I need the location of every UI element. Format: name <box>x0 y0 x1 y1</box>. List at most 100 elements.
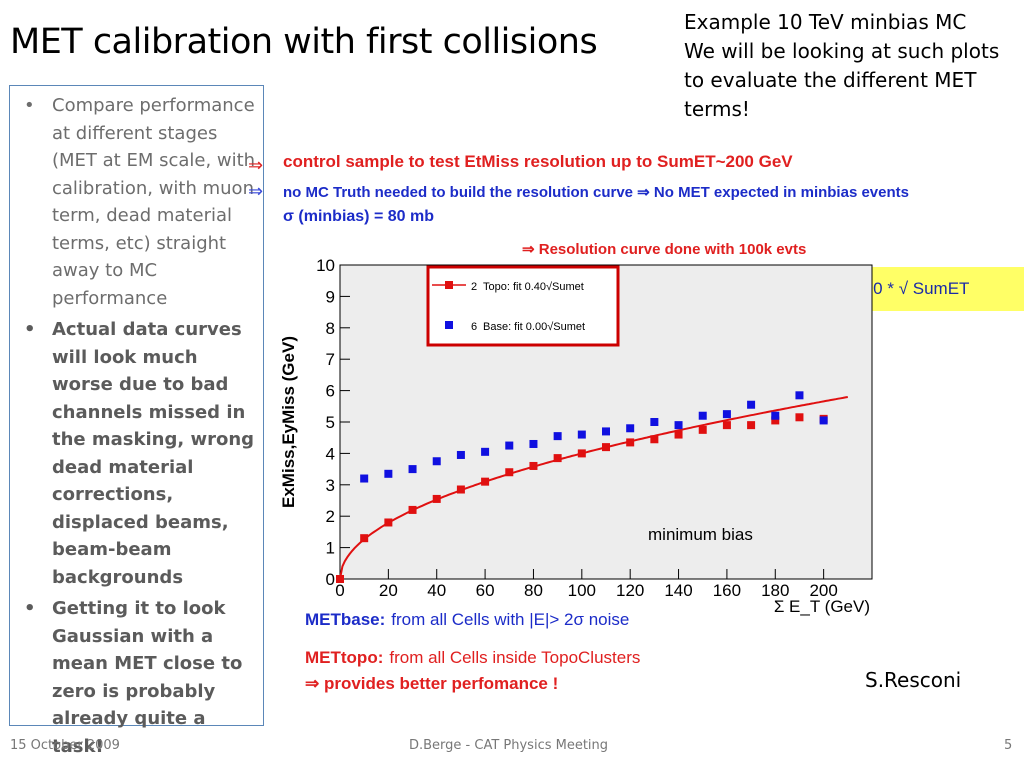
legend-base-index: 6 <box>471 321 477 333</box>
x-tick-label: 60 <box>476 581 495 600</box>
caption-metbase-label: METbase: <box>305 610 386 629</box>
legend-topo-index: 2 <box>471 281 477 293</box>
fit-curve-path <box>339 396 848 580</box>
base-point <box>456 450 465 459</box>
bullet-text: Actual data curves will look much worse … <box>52 319 255 588</box>
author-name: S.Resconi <box>865 668 962 692</box>
x-tick-label: 200 <box>809 581 837 600</box>
bullet-dot: • <box>24 95 35 116</box>
base-point <box>698 411 707 420</box>
bullet-text: Compare performance at different stages … <box>52 95 256 309</box>
bullet-text: Getting it to look Gaussian with a mean … <box>52 598 243 757</box>
base-point <box>432 457 441 466</box>
y-tick-label: 8 <box>326 319 335 338</box>
y-tick-label: 4 <box>326 444 335 463</box>
caption-mettopo-text: from all Cells inside TopoClusters <box>389 648 641 667</box>
topo-point <box>481 477 490 486</box>
annotation-no-truth: no MC Truth needed to build the resoluti… <box>283 184 909 201</box>
annotation-resolution: ⇒ Resolution curve done with 100k evts <box>522 241 807 258</box>
legend-box <box>426 265 620 347</box>
topo-point <box>408 505 417 514</box>
legend-base-marker <box>445 321 453 329</box>
legend-topo-marker <box>445 281 453 289</box>
y-tick-label: 9 <box>326 287 335 306</box>
topo-point <box>529 461 538 470</box>
bullet-box: • Compare performance at different stages… <box>9 85 264 757</box>
legend-topo-label: Topo: fit 0.40√Sumet <box>483 281 584 293</box>
base-point <box>722 410 731 419</box>
bullet-dot: • <box>24 598 36 619</box>
y-tick-label: 7 <box>326 350 335 369</box>
base-point <box>553 432 562 441</box>
y-tick-label: 1 <box>326 539 335 558</box>
base-point <box>360 474 369 483</box>
footer-page-number: 5 <box>1004 738 1013 753</box>
base-point <box>505 441 514 450</box>
note-line: Example 10 TeV minbias MC <box>684 10 967 34</box>
base-point <box>384 469 393 478</box>
x-tick-label: 180 <box>761 581 789 600</box>
arrow-icon: ⇒ <box>248 155 264 175</box>
example-note: Example 10 TeV minbias MC We will be loo… <box>684 8 999 124</box>
arrow-icon: ⇒ <box>248 181 264 201</box>
caption-metbase: METbase: from all Cells with |E|> 2σ nois… <box>305 610 629 630</box>
caption-mettopo: METtopo: from all Cells inside TopoCluste… <box>305 648 640 668</box>
topo-point <box>747 421 756 430</box>
x-tick-label: 140 <box>664 581 692 600</box>
base-point <box>674 421 683 430</box>
topo-point <box>698 425 707 434</box>
caption-better-performance: ⇒ provides better perfomance ! <box>305 674 559 693</box>
data-points <box>336 391 828 583</box>
legend-base-label: Base: fit 0.00√Sumet <box>483 321 585 333</box>
base-point <box>771 411 780 420</box>
x-axis-label: Σ E_T (GeV) <box>774 597 870 616</box>
y-tick-label: 5 <box>326 413 335 432</box>
y-tick-label: 2 <box>326 507 335 526</box>
x-tick-label: 120 <box>616 581 644 600</box>
fit-curve <box>339 396 848 580</box>
annotation-minimum-bias: minimum bias <box>648 525 753 544</box>
topo-point <box>771 416 780 425</box>
topo-point <box>505 468 514 477</box>
topo-point <box>795 413 804 422</box>
topo-point <box>602 443 610 452</box>
y-tick-label: 3 <box>326 476 335 495</box>
x-tick-label: 80 <box>524 581 543 600</box>
base-point <box>529 439 538 448</box>
base-point <box>408 465 417 474</box>
topo-point <box>384 518 393 527</box>
base-point <box>795 391 804 400</box>
topo-point <box>432 494 441 503</box>
x-tick-label: 0 <box>335 581 344 600</box>
annotation-control-sample: control sample to test EtMiss resolution… <box>283 152 793 171</box>
base-point <box>747 400 756 409</box>
footer-date: 15 October 2009 <box>10 738 120 753</box>
x-tick-label: 40 <box>427 581 446 600</box>
base-point <box>626 424 635 433</box>
annotation-sigma: σ (minbias) = 80 mb <box>283 208 434 225</box>
caption-mettopo-label: METtopo: <box>305 648 384 667</box>
topo-point <box>360 534 369 543</box>
topo-point <box>577 449 586 458</box>
bullet-dot: • <box>24 319 36 340</box>
topo-point <box>650 435 659 444</box>
topo-point <box>553 454 562 463</box>
base-point <box>650 418 659 426</box>
y-axis-label: ExMiss,EyMiss (GeV) <box>279 336 298 508</box>
bullet-item: • Compare performance at different stages… <box>10 92 263 312</box>
base-point <box>819 416 828 425</box>
topo-point <box>722 421 731 430</box>
y-axis: 0 1 2 3 4 5 6 7 8 9 10 <box>316 256 350 589</box>
y-tick-label: 6 <box>326 382 335 401</box>
topo-point <box>456 485 465 494</box>
note-line: to evaluate the different MET <box>684 68 977 92</box>
y-tick-label: 10 <box>316 256 335 275</box>
topo-point <box>336 575 344 583</box>
base-point <box>602 427 610 436</box>
topo-point <box>674 430 683 439</box>
y-tick-label: 0 <box>326 570 335 589</box>
x-tick-label: 160 <box>713 581 741 600</box>
resolution-chart: 0 1 2 3 4 5 6 7 8 9 10 0 20 40 60 80 100 120 140 160 180 200… <box>279 256 873 616</box>
x-axis: 0 20 40 60 80 100 120 140 160 180 200 <box>335 569 838 600</box>
note-line: terms! <box>684 97 750 121</box>
